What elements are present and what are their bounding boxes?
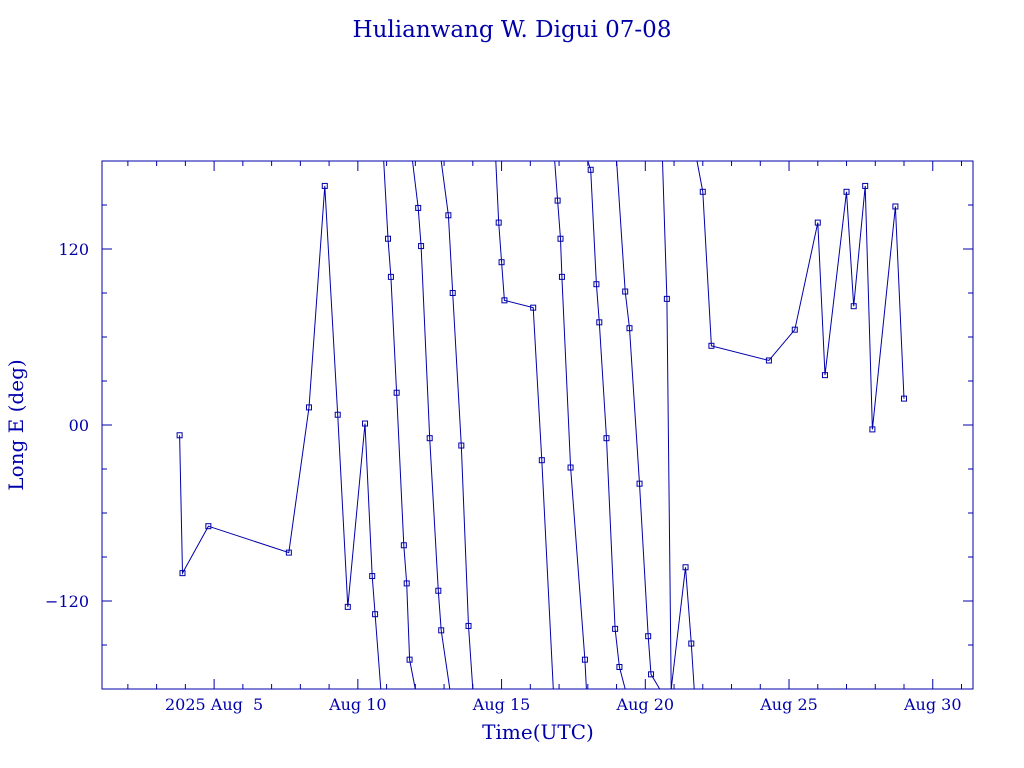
data-point-marker — [612, 625, 619, 632]
data-point-marker — [850, 303, 857, 310]
data-point-marker — [603, 435, 610, 442]
data-point-marker — [538, 457, 545, 464]
data-point-marker — [372, 611, 379, 618]
data-point-marker — [435, 587, 442, 594]
data-point-marker — [901, 395, 908, 402]
data-point-marker — [645, 633, 652, 640]
data-point-marker — [393, 389, 400, 396]
data-point-marker — [385, 235, 392, 242]
data-point-marker — [369, 573, 376, 580]
x-tick-label: Aug 15 — [472, 695, 531, 714]
data-point-marker — [791, 326, 798, 333]
data-point-marker — [176, 432, 183, 439]
series-line-segment — [696, 160, 905, 430]
data-point-marker — [498, 259, 505, 266]
series-line-segment — [440, 160, 474, 690]
data-point-marker — [400, 542, 407, 549]
data-point-marker — [821, 372, 828, 379]
data-point-marker — [285, 549, 292, 556]
data-point-marker — [626, 325, 633, 332]
data-point-marker — [558, 273, 565, 280]
data-point-marker — [688, 640, 695, 647]
data-point-marker — [305, 404, 312, 411]
data-point-marker — [814, 219, 821, 226]
data-point-marker — [387, 273, 394, 280]
series-line-segment — [495, 160, 554, 690]
data-point-marker — [557, 235, 564, 242]
data-point-marker — [581, 656, 588, 663]
data-point-marker — [530, 304, 537, 311]
x-tick-label: Aug 25 — [759, 695, 818, 714]
data-point-marker — [622, 288, 629, 295]
data-point-marker — [567, 464, 574, 471]
y-axis-label: Long E (deg) — [4, 359, 28, 490]
data-point-marker — [458, 442, 465, 449]
series-line-segment — [587, 160, 626, 690]
data-point-marker — [892, 203, 899, 210]
data-point-marker — [465, 622, 472, 629]
data-point-marker — [648, 671, 655, 678]
data-point-marker — [869, 426, 876, 433]
data-point-marker — [495, 219, 502, 226]
y-tick-labels: −120 00 120 — [45, 240, 89, 611]
data-point-marker — [415, 204, 422, 211]
series-line-segment — [179, 185, 382, 690]
series-line-segment — [670, 567, 695, 690]
series-line-segment — [554, 160, 587, 690]
data-point-marker — [616, 664, 623, 670]
data-point-marker — [445, 212, 452, 219]
plot-frame — [101, 160, 974, 690]
data-point-marker — [362, 420, 369, 427]
data-point-marker — [862, 182, 869, 189]
x-axis-label: Time(UTC) — [482, 720, 594, 744]
data-point-marker — [438, 627, 445, 634]
data-point-marker — [403, 580, 410, 587]
chart-title: Hulianwang W. Digui 07-08 — [353, 17, 672, 43]
data-point-marker — [344, 603, 351, 610]
data-point-marker — [334, 411, 341, 418]
series-line-segment — [616, 160, 661, 690]
series-longitude — [176, 160, 908, 690]
data-point-marker — [587, 166, 594, 173]
data-point-marker — [596, 319, 603, 326]
series-line-segment — [662, 160, 672, 690]
x-tick-label: Aug 20 — [616, 695, 675, 714]
y-tick-label: 00 — [69, 416, 89, 435]
data-point-marker — [406, 656, 413, 663]
data-point-marker — [554, 197, 561, 204]
series-line-segment — [412, 160, 451, 690]
y-tick-label: 120 — [58, 240, 89, 259]
data-point-marker — [708, 342, 715, 349]
data-point-marker — [636, 480, 643, 487]
x-tick-labels: 2025 Aug 5 Aug 10 Aug 15 Aug 20 Aug 25 Aug 30 — [165, 695, 962, 714]
data-point-marker — [205, 523, 212, 530]
data-point-marker — [843, 188, 850, 195]
data-point-marker — [682, 564, 689, 571]
x-tick-label: Aug 30 — [903, 695, 962, 714]
y-tick-label: −120 — [45, 592, 89, 611]
data-point-marker — [663, 295, 670, 302]
series-line-segment — [383, 160, 416, 690]
data-point-marker — [699, 188, 706, 195]
data-point-marker — [765, 357, 772, 364]
data-point-marker — [179, 570, 186, 577]
data-point-marker — [418, 243, 425, 250]
x-tick-label: 2025 Aug 5 — [165, 695, 263, 714]
data-point-marker — [449, 290, 456, 296]
x-tick-label: Aug 10 — [328, 695, 387, 714]
data-point-marker — [593, 281, 600, 288]
data-point-marker — [426, 435, 433, 442]
axis-ticks — [102, 160, 973, 690]
data-point-marker — [321, 182, 328, 189]
data-point-marker — [501, 297, 508, 304]
